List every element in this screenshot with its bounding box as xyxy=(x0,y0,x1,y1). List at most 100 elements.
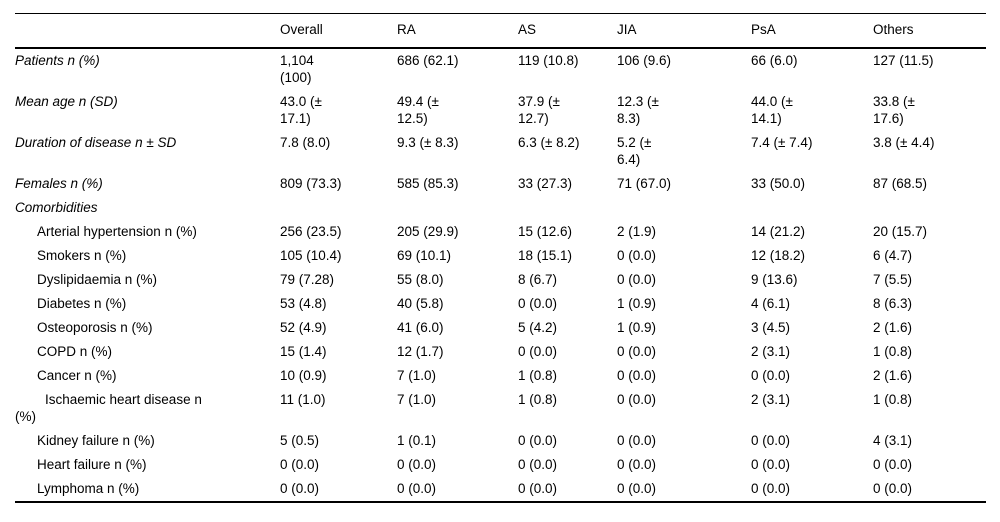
cell: 0 (0.0) xyxy=(280,481,320,496)
cell: 106 (9.6) xyxy=(617,53,672,68)
cell: 14 (21.2) xyxy=(751,224,806,239)
cell: 1 (0.9) xyxy=(617,296,657,311)
table-row-osteoporosis: Osteoporosis n (%) 52 (4.9) 41 (6.0) 5 (… xyxy=(15,316,986,340)
cell: 15 (1.4) xyxy=(280,344,327,359)
row-label: Cancer n (%) xyxy=(37,368,117,383)
cell: 0 (0.0) xyxy=(397,481,437,496)
section-label: Comorbidities xyxy=(15,200,98,215)
row-label: Arterial hypertension n (%) xyxy=(37,224,197,239)
cell: 1 (0.8) xyxy=(518,392,558,407)
cell: 0 (0.0) xyxy=(873,481,913,496)
cell: 2 (1.6) xyxy=(873,368,913,383)
cell: 55 (8.0) xyxy=(397,272,444,287)
cell: 119 (10.8) xyxy=(518,53,579,68)
row-label: Lymphoma n (%) xyxy=(37,481,140,496)
cell: 0 (0.0) xyxy=(518,457,558,472)
column-header-blank xyxy=(15,13,280,49)
row-label: COPD n (%) xyxy=(37,344,113,359)
cell: 41 (6.0) xyxy=(397,320,444,335)
cell: 1 (0.8) xyxy=(518,368,558,383)
cell: 15 (12.6) xyxy=(518,224,573,239)
cell: 105 (10.4) xyxy=(280,248,342,263)
cell: 12 (18.2) xyxy=(751,248,806,263)
cell: 1,104 (100) xyxy=(280,53,314,85)
cell: 11 (1.0) xyxy=(280,392,326,407)
cell: 5 (0.5) xyxy=(280,433,320,448)
cell: 53 (4.8) xyxy=(280,296,327,311)
cell xyxy=(397,196,518,220)
row-label: Females n (%) xyxy=(15,176,103,191)
cell: 33 (50.0) xyxy=(751,176,806,191)
cell: 1 (0.1) xyxy=(397,433,437,448)
column-header-others: Others xyxy=(873,13,986,49)
table-row-duration: Duration of disease n ± SD 7.8 (8.0) 9.3… xyxy=(15,131,986,172)
row-label: Ischaemic heart disease n (%) xyxy=(15,392,202,424)
cell: 7.8 (8.0) xyxy=(280,135,331,150)
column-header-psa: PsA xyxy=(751,13,873,49)
table-row-females: Females n (%) 809 (73.3) 585 (85.3) 33 (… xyxy=(15,172,986,196)
cell: 6 (4.7) xyxy=(873,248,913,263)
cell: 71 (67.0) xyxy=(617,176,672,191)
cell: 43.0 (± 17.1) xyxy=(280,94,322,126)
cell: 12.3 (± 8.3) xyxy=(617,94,659,126)
cell: 0 (0.0) xyxy=(751,481,791,496)
cell: 7 (1.0) xyxy=(397,368,437,383)
cell: 33.8 (± 17.6) xyxy=(873,94,915,126)
cell: 0 (0.0) xyxy=(518,344,558,359)
cell: 49.4 (± 12.5) xyxy=(397,94,439,126)
cell xyxy=(751,196,873,220)
cell: 0 (0.0) xyxy=(617,344,657,359)
cell: 2 (3.1) xyxy=(751,392,791,407)
cell: 0 (0.0) xyxy=(751,368,791,383)
cell: 8 (6.7) xyxy=(518,272,558,287)
cell: 52 (4.9) xyxy=(280,320,327,335)
patient-characteristics-table: Overall RA AS JIA PsA Others Patients n … xyxy=(15,13,986,503)
row-label: Patients n (%) xyxy=(15,53,100,68)
column-header-overall: Overall xyxy=(280,13,397,49)
cell: 0 (0.0) xyxy=(873,457,913,472)
cell: 0 (0.0) xyxy=(617,457,657,472)
cell: 0 (0.0) xyxy=(280,457,320,472)
cell: 2 (1.6) xyxy=(873,320,913,335)
cell: 6.3 (± 8.2) xyxy=(518,135,580,150)
table-row-kidney-failure: Kidney failure n (%) 5 (0.5) 1 (0.1) 0 (… xyxy=(15,429,986,453)
cell: 40 (5.8) xyxy=(397,296,444,311)
cell: 585 (85.3) xyxy=(397,176,459,191)
cell: 0 (0.0) xyxy=(518,433,558,448)
cell: 809 (73.3) xyxy=(280,176,342,191)
column-header-ra: RA xyxy=(397,13,518,49)
cell: 3 (4.5) xyxy=(751,320,791,335)
cell: 44.0 (± 14.1) xyxy=(751,94,793,126)
table-row-diabetes: Diabetes n (%) 53 (4.8) 40 (5.8) 0 (0.0)… xyxy=(15,292,986,316)
cell: 4 (6.1) xyxy=(751,296,791,311)
cell: 4 (3.1) xyxy=(873,433,913,448)
cell: 1 (0.8) xyxy=(873,344,913,359)
column-header-jia: JIA xyxy=(617,13,751,49)
cell: 79 (7.28) xyxy=(280,272,335,287)
table-row-dyslipidaemia: Dyslipidaemia n (%) 79 (7.28) 55 (8.0) 8… xyxy=(15,268,986,292)
table-row-arterial-hypertension: Arterial hypertension n (%) 256 (23.5) 2… xyxy=(15,220,986,244)
table-row-cancer: Cancer n (%) 10 (0.9) 7 (1.0) 1 (0.8) 0 … xyxy=(15,364,986,388)
row-label: Duration of disease n ± SD xyxy=(15,135,177,150)
cell xyxy=(873,196,986,220)
table-row-heart-failure: Heart failure n (%) 0 (0.0) 0 (0.0) 0 (0… xyxy=(15,453,986,477)
header-row: Overall RA AS JIA PsA Others xyxy=(15,13,986,49)
row-label: Mean age n (SD) xyxy=(15,94,118,109)
cell: 0 (0.0) xyxy=(617,272,657,287)
cell: 66 (6.0) xyxy=(751,53,798,68)
table-row-ischaemic-heart-disease: Ischaemic heart disease n (%) 11 (1.0) 7… xyxy=(15,388,986,429)
cell: 205 (29.9) xyxy=(397,224,459,239)
cell: 0 (0.0) xyxy=(617,392,657,407)
cell: 33 (27.3) xyxy=(518,176,573,191)
cell: 7 (5.5) xyxy=(873,272,913,287)
cell: 0 (0.0) xyxy=(518,296,558,311)
row-label: Dyslipidaemia n (%) xyxy=(37,272,158,287)
cell: 0 (0.0) xyxy=(751,433,791,448)
cell: 9.3 (± 8.3) xyxy=(397,135,459,150)
patient-characteristics-table-container: Overall RA AS JIA PsA Others Patients n … xyxy=(15,13,986,503)
cell: 686 (62.1) xyxy=(397,53,459,68)
cell: 0 (0.0) xyxy=(617,433,657,448)
cell: 2 (3.1) xyxy=(751,344,791,359)
cell: 0 (0.0) xyxy=(617,481,657,496)
table-row-copd: COPD n (%) 15 (1.4) 12 (1.7) 0 (0.0) 0 (… xyxy=(15,340,986,364)
